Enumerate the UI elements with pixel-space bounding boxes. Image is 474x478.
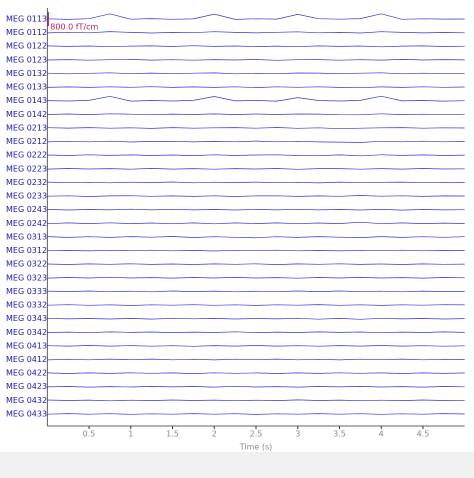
channel-label: MEG 0223 bbox=[6, 164, 47, 173]
channel-label: MEG 0333 bbox=[6, 287, 47, 296]
channel-label: MEG 0122 bbox=[6, 42, 47, 51]
trace bbox=[47, 345, 465, 347]
trace bbox=[47, 385, 465, 388]
trace bbox=[47, 236, 465, 239]
x-tick-label: 2.5 bbox=[250, 430, 263, 439]
trace bbox=[47, 59, 465, 61]
x-tick-label: 4 bbox=[379, 430, 384, 439]
trace bbox=[47, 181, 465, 184]
channel-label: MEG 0123 bbox=[6, 55, 47, 64]
channel-label: MEG 0133 bbox=[6, 83, 47, 92]
trace bbox=[47, 317, 465, 320]
trace bbox=[47, 45, 465, 48]
trace bbox=[47, 168, 465, 170]
trace bbox=[47, 154, 465, 157]
x-tick-label: 3.5 bbox=[333, 430, 346, 439]
trace bbox=[47, 195, 465, 197]
channel-label: MEG 0412 bbox=[6, 355, 47, 364]
channel-label: MEG 0233 bbox=[6, 192, 47, 201]
trace bbox=[47, 13, 465, 20]
scale-bar-label: 800.0 fT/cm bbox=[50, 23, 98, 32]
channel-label: MEG 0243 bbox=[6, 205, 47, 214]
x-tick-label: 1 bbox=[128, 430, 133, 439]
x-tick-label: 1.5 bbox=[166, 430, 179, 439]
trace bbox=[47, 249, 465, 252]
channel-label: MEG 0433 bbox=[6, 409, 47, 418]
trace bbox=[47, 72, 465, 75]
channel-label: MEG 0112 bbox=[6, 28, 47, 37]
channel-label: MEG 0143 bbox=[6, 96, 47, 105]
trace bbox=[47, 221, 465, 225]
trace bbox=[47, 263, 465, 265]
trace bbox=[47, 399, 465, 402]
trace bbox=[47, 208, 465, 211]
channel-label: MEG 0232 bbox=[6, 178, 47, 187]
x-tick-label: 4.5 bbox=[417, 430, 430, 439]
channel-label: MEG 0213 bbox=[6, 123, 47, 132]
trace bbox=[47, 140, 465, 143]
trace bbox=[47, 276, 465, 279]
channel-label: MEG 0323 bbox=[6, 273, 47, 282]
channel-label: MEG 0342 bbox=[6, 328, 47, 337]
channel-label: MEG 0422 bbox=[6, 369, 47, 378]
trace bbox=[47, 31, 465, 34]
channel-label: MEG 0432 bbox=[6, 396, 47, 405]
channel-label: MEG 0312 bbox=[6, 246, 47, 255]
trace bbox=[47, 95, 465, 102]
figure-background bbox=[0, 0, 474, 452]
trace bbox=[47, 413, 465, 415]
channel-label: MEG 0413 bbox=[6, 341, 47, 350]
channel-label: MEG 0343 bbox=[6, 314, 47, 323]
trace bbox=[47, 290, 465, 293]
channel-label: MEG 0212 bbox=[6, 137, 47, 146]
trace bbox=[47, 358, 465, 361]
trace bbox=[47, 372, 465, 374]
channel-label: MEG 0132 bbox=[6, 69, 47, 78]
channel-label: MEG 0322 bbox=[6, 260, 47, 269]
channel-label: MEG 0242 bbox=[6, 219, 47, 228]
channel-label: MEG 0142 bbox=[6, 110, 47, 119]
trace bbox=[47, 304, 465, 306]
channel-label: MEG 0313 bbox=[6, 232, 47, 241]
x-tick-label: 0.5 bbox=[83, 430, 96, 439]
channel-label: MEG 0332 bbox=[6, 301, 47, 310]
x-tick-label: 2 bbox=[212, 430, 217, 439]
x-axis-label: Time (s) bbox=[239, 443, 273, 452]
x-tick-label: 3 bbox=[295, 430, 300, 439]
trace bbox=[47, 331, 465, 334]
channel-label: MEG 0113 bbox=[6, 15, 47, 24]
trace bbox=[47, 86, 465, 89]
trace bbox=[47, 127, 465, 130]
channel-label: MEG 0222 bbox=[6, 151, 47, 160]
channel-label: MEG 0423 bbox=[6, 382, 47, 391]
trace bbox=[47, 113, 465, 116]
